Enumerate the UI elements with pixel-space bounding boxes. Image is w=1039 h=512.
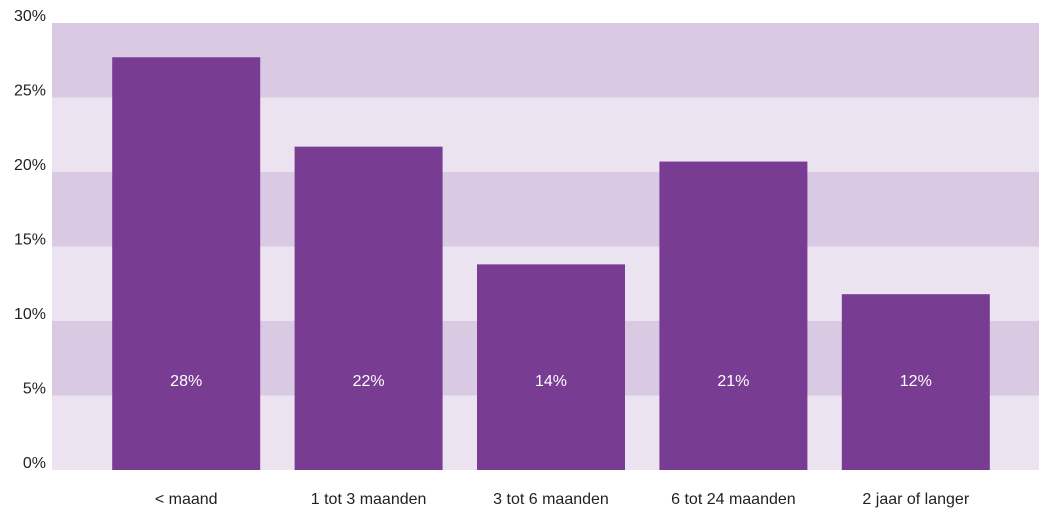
y-tick-label: 20% [14, 157, 46, 174]
x-tick-label: 2 jaar of langer [862, 491, 969, 508]
bar [112, 57, 261, 471]
y-tick-label: 10% [14, 306, 46, 323]
x-tick-label: 1 tot 3 maanden [311, 491, 427, 508]
y-tick-label: 0% [23, 455, 46, 472]
value-label: 22% [353, 373, 385, 390]
bar [659, 161, 808, 470]
value-label: 21% [717, 373, 749, 390]
bar [294, 146, 443, 471]
x-tick-label: 3 tot 6 maanden [493, 491, 609, 508]
bar [477, 264, 625, 470]
y-tick-label: 30% [14, 8, 46, 25]
y-tick-label: 15% [14, 232, 46, 249]
bar [841, 294, 990, 470]
y-tick-label: 5% [23, 381, 46, 398]
value-label: 14% [535, 373, 567, 390]
x-tick-label: < maand [155, 491, 218, 508]
y-tick-label: 25% [14, 83, 46, 100]
value-label: 28% [170, 373, 202, 390]
value-label: 12% [900, 373, 932, 390]
x-tick-label: 6 tot 24 maanden [671, 491, 796, 508]
